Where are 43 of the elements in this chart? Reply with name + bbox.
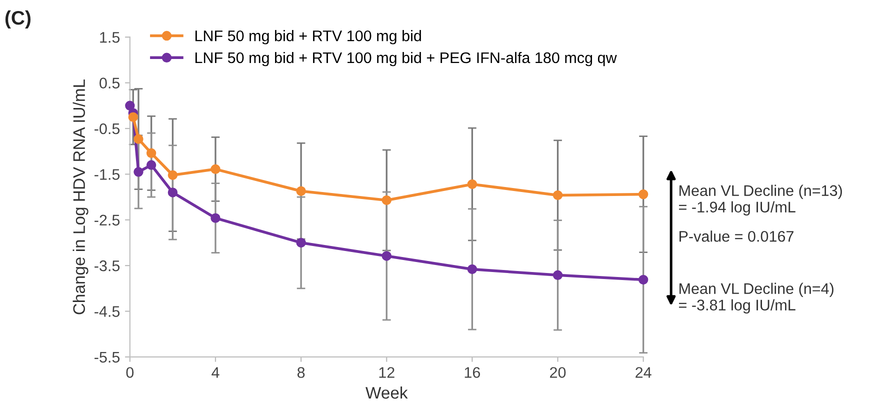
point	[467, 179, 478, 190]
y-tick-label: -5.5	[94, 352, 120, 363]
point	[467, 264, 478, 274]
text: (C)	[5, 10, 31, 29]
text: Mean VL Decline (n=4) = -3.81 log IU/mL	[679, 282, 834, 314]
point	[146, 160, 156, 170]
point	[134, 134, 144, 144]
y-tick-label: -1.5	[94, 169, 120, 180]
point	[552, 190, 563, 200]
point	[296, 186, 306, 196]
x-tick-label: 0	[126, 367, 134, 378]
y-tick-label: 1.5	[100, 32, 120, 43]
point	[296, 238, 306, 248]
point	[382, 251, 392, 261]
x-tick-label: 24	[636, 367, 652, 378]
point	[128, 112, 138, 122]
legend-label: LNF 50 mg bid + RTV 100 mg bid	[195, 30, 421, 44]
y-tick-label: -3.5	[94, 260, 120, 272]
x-axis-title: Week	[366, 386, 408, 399]
y-tick-label: 0.5	[100, 78, 120, 88]
point	[168, 170, 178, 180]
y-tick-label: -4.5	[94, 306, 120, 317]
point	[134, 167, 144, 177]
point	[146, 148, 156, 158]
point	[638, 274, 648, 285]
x-tick-label: 16	[464, 367, 480, 378]
text: Mean VL Decline (n=13) = -1.94 log IU/mL	[679, 184, 842, 216]
x-tick-label: 8	[297, 367, 305, 378]
point	[125, 100, 135, 111]
y-axis-title: Change in Log HDV RNA IU/mL	[72, 79, 88, 314]
point	[210, 213, 220, 223]
x-tick-label: 12	[379, 367, 394, 378]
x-tick-label: 4	[212, 367, 220, 378]
text: P-value = 0.0167	[680, 230, 794, 242]
point	[552, 270, 563, 280]
point	[168, 188, 178, 198]
x-tick-label: 20	[550, 367, 566, 378]
y-tick-label: -0.5	[94, 123, 120, 134]
point	[638, 189, 648, 200]
point	[210, 164, 220, 174]
legend-label: LNF 50 mg bid + RTV 100 mg bid + PEG IFN-alfa 180 mcg qw	[195, 52, 617, 66]
y-tick-label: -2.5	[94, 214, 120, 226]
point	[382, 195, 392, 206]
